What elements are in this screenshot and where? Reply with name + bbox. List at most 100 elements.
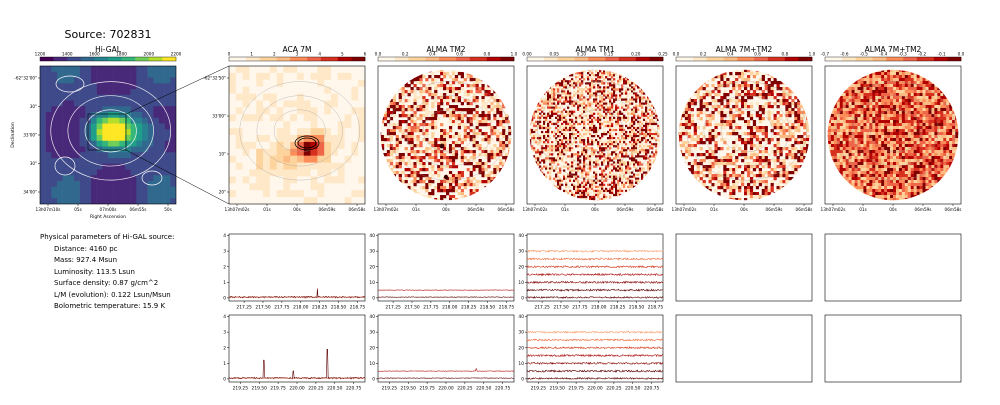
- map-pixel: [395, 105, 399, 109]
- map-pixel: [142, 71, 148, 78]
- map-pixel: [263, 148, 271, 156]
- map-pixel: [577, 96, 580, 99]
- map-pixel: [617, 137, 620, 140]
- map-pixel: [621, 135, 624, 138]
- map-pixel: [653, 143, 656, 146]
- map-pixel: [416, 144, 420, 148]
- map-pixel: [567, 145, 570, 148]
- map-pixel: [639, 74, 642, 77]
- map-pixel: [655, 159, 658, 162]
- map-pixel: [324, 155, 332, 163]
- map-pixel: [502, 177, 506, 181]
- map-pixel: [593, 135, 596, 138]
- map-pixel: [125, 117, 131, 124]
- map-pixel: [431, 192, 435, 196]
- map-pixel: [484, 93, 488, 97]
- map-pixel: [395, 198, 399, 201]
- map-pixel: [454, 141, 459, 145]
- map-pixel: [130, 71, 137, 78]
- map-pixel: [310, 86, 318, 94]
- map-pixel: [331, 93, 339, 101]
- map-pixel: [51, 192, 58, 199]
- map-pixel: [153, 123, 160, 130]
- map-pixel: [633, 145, 636, 148]
- map-pixel: [657, 70, 660, 73]
- map-pixel: [478, 162, 482, 166]
- map-pixel: [508, 141, 512, 145]
- map-pixel: [529, 110, 532, 113]
- map-pixel: [527, 141, 529, 143]
- colorbar-step: [263, 57, 267, 61]
- map-pixel: [629, 141, 632, 144]
- map-pixel: [595, 70, 598, 73]
- map-pixel: [389, 189, 394, 193]
- map-pixel: [653, 66, 655, 68]
- map-pixel: [416, 192, 420, 196]
- map-pixel: [443, 144, 447, 148]
- map-pixel: [478, 78, 482, 82]
- map-pixel: [85, 186, 92, 193]
- map-pixel: [451, 135, 456, 139]
- map-pixel: [601, 135, 604, 138]
- map-pixel: [529, 159, 532, 162]
- map-pixel: [597, 163, 600, 166]
- map-pixel: [535, 86, 538, 89]
- map-pixel: [74, 198, 80, 204]
- map-pixel: [615, 66, 617, 68]
- map-pixel: [457, 192, 462, 196]
- map-pixel: [487, 75, 491, 79]
- map-pixel: [581, 128, 584, 132]
- map-pixel: [527, 161, 529, 163]
- map-pixel: [605, 116, 608, 120]
- map-pixel: [136, 106, 143, 113]
- map-pixel: [541, 151, 544, 154]
- map-pixel: [502, 135, 506, 139]
- map-pixel: [40, 100, 46, 107]
- map-pixel: [573, 66, 575, 68]
- map-pixel: [96, 77, 103, 84]
- map-pixel: [601, 74, 604, 77]
- map-pixel: [119, 77, 126, 84]
- map-pixel: [136, 100, 143, 107]
- map-pixel: [555, 88, 558, 91]
- map-pixel: [392, 129, 396, 133]
- map-pixel: [499, 66, 502, 69]
- map-pixel: [499, 90, 503, 94]
- map-pixel: [607, 124, 610, 128]
- map-pixel: [557, 76, 560, 79]
- map-pixel: [493, 144, 497, 148]
- map-pixel: [575, 177, 578, 180]
- map-pixel: [601, 149, 604, 152]
- map-pixel: [657, 173, 660, 176]
- map-pixel: [478, 90, 482, 94]
- map-pixel: [623, 181, 626, 184]
- map-pixel: [454, 105, 459, 109]
- map-pixel: [659, 141, 661, 144]
- map-pixel: [605, 159, 608, 162]
- map-pixel: [603, 70, 606, 73]
- map-pixel: [493, 99, 497, 103]
- map-pixel: [529, 98, 532, 101]
- map-pixel: [593, 126, 596, 130]
- map-pixel: [649, 137, 652, 140]
- map-pixel: [290, 128, 298, 136]
- map-pixel: [631, 128, 634, 132]
- map-pixel: [425, 129, 429, 133]
- map-pixel: [398, 186, 402, 190]
- colorbar-step: [229, 57, 233, 61]
- map-pixel: [539, 108, 542, 111]
- map-pixel: [605, 108, 608, 111]
- map-pixel: [386, 153, 391, 157]
- map-pixel: [91, 152, 97, 159]
- map-pixel: [567, 118, 570, 122]
- map-pixel: [344, 128, 352, 136]
- map-pixel: [571, 173, 574, 176]
- map-pixel: [45, 192, 52, 199]
- map-pixel: [490, 195, 494, 199]
- map-pixel: [587, 173, 590, 176]
- map-pixel: [235, 114, 243, 122]
- map-pixel: [496, 132, 500, 136]
- map-pixel: [627, 80, 630, 83]
- map-pixel: [457, 90, 462, 94]
- map-pixel: [659, 80, 661, 83]
